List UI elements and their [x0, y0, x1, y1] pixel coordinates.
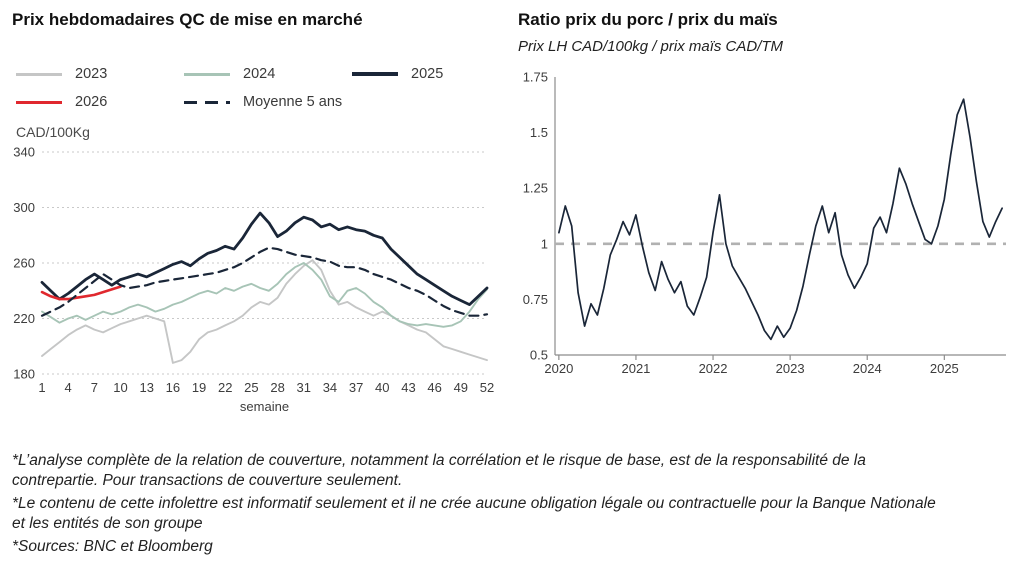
svg-text:37: 37 — [349, 380, 363, 395]
svg-text:34: 34 — [323, 380, 337, 395]
svg-text:0.75: 0.75 — [523, 292, 548, 307]
svg-text:31: 31 — [297, 380, 311, 395]
svg-text:1.75: 1.75 — [523, 70, 548, 85]
svg-text:40: 40 — [375, 380, 389, 395]
svg-text:10: 10 — [113, 380, 127, 395]
legend-line-swatch — [16, 100, 62, 104]
legend-item-2023: 2023 — [16, 66, 184, 82]
svg-text:46: 46 — [427, 380, 441, 395]
svg-text:semaine: semaine — [240, 399, 289, 414]
svg-text:180: 180 — [13, 367, 35, 382]
footnote-coverage-disclaimer: *L’analyse complète de la relation de co… — [12, 452, 866, 490]
footnote-sources: *Sources: BNC et Bloomberg — [12, 537, 213, 555]
y-axis-unit-label: CAD/100Kg — [16, 124, 90, 140]
svg-text:22: 22 — [218, 380, 232, 395]
svg-text:220: 220 — [13, 311, 35, 326]
legend-item-2026: 2026 — [16, 94, 184, 110]
svg-text:300: 300 — [13, 200, 35, 215]
weekly-price-chart-panel: Prix hebdomadaires QC de mise en marché … — [12, 8, 512, 421]
svg-text:2024: 2024 — [853, 361, 882, 376]
legend-line-swatch — [184, 100, 230, 104]
svg-text:340: 340 — [13, 145, 35, 160]
legend-label: 2026 — [75, 94, 108, 110]
svg-text:13: 13 — [139, 380, 153, 395]
ratio-chart-panel: Ratio prix du porc / prix du maïs Prix L… — [512, 8, 1018, 388]
svg-text:16: 16 — [166, 380, 180, 395]
legend-line-swatch — [352, 72, 398, 76]
svg-text:1: 1 — [541, 236, 548, 251]
weekly-price-chart-title: Prix hebdomadaires QC de mise en marché — [12, 10, 363, 29]
legend-label: 2025 — [411, 66, 444, 82]
legend-line-swatch — [16, 72, 62, 76]
legend-label: 2024 — [243, 66, 276, 82]
svg-text:0.5: 0.5 — [530, 348, 548, 363]
svg-text:2023: 2023 — [776, 361, 805, 376]
svg-text:1: 1 — [38, 380, 45, 395]
legend-label: 2023 — [75, 66, 108, 82]
svg-text:25: 25 — [244, 380, 258, 395]
svg-text:2020: 2020 — [544, 361, 573, 376]
legend-label: Moyenne 5 ans — [243, 94, 343, 110]
footnote-legal-disclaimer: *Le contenu de cette infolettre est info… — [12, 494, 936, 533]
svg-text:49: 49 — [454, 380, 468, 395]
ratio-chart-title: Ratio prix du porc / prix du maïs — [518, 10, 778, 29]
svg-text:2021: 2021 — [621, 361, 650, 376]
svg-text:260: 260 — [13, 256, 35, 271]
ratio-line-chart: 0.5 0.75 1 1.25 1.5 1.75 2020 2021 2022 2023 2024 2… — [523, 70, 1006, 376]
weekly-price-line-chart: 180 220 260 300 340 1 4 7 10 13 16 19 22 25 28 31 34 37 40… — [13, 145, 494, 415]
footnotes: *L’analyse complète de la relation de co… — [12, 451, 942, 557]
legend-item-2025: 2025 — [352, 66, 512, 82]
charts-row: Prix hebdomadaires QC de mise en marché … — [12, 8, 1018, 421]
svg-text:43: 43 — [401, 380, 415, 395]
legend-line-swatch — [184, 72, 230, 76]
legend-item-moyenne-5-ans: Moyenne 5 ans — [184, 94, 352, 110]
svg-text:28: 28 — [270, 380, 284, 395]
ratio-chart-subtitle: Prix LH CAD/100kg / prix maïs CAD/TM — [518, 38, 784, 55]
svg-text:1.25: 1.25 — [523, 181, 548, 196]
legend-item-2024: 2024 — [184, 66, 352, 82]
svg-text:4: 4 — [65, 380, 72, 395]
svg-text:7: 7 — [91, 380, 98, 395]
svg-text:2022: 2022 — [699, 361, 728, 376]
svg-text:1.5: 1.5 — [530, 125, 548, 140]
weekly-price-chart-legend: 2023 2024 2025 2026 Moyenne 5 ans — [16, 66, 512, 110]
svg-text:52: 52 — [480, 380, 494, 395]
svg-text:19: 19 — [192, 380, 206, 395]
svg-text:2025: 2025 — [930, 361, 959, 376]
